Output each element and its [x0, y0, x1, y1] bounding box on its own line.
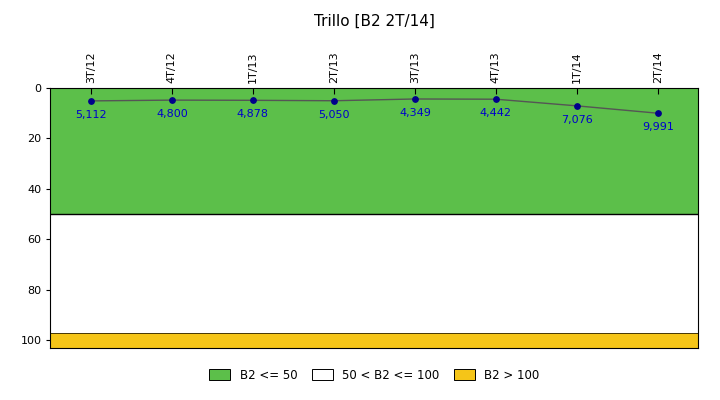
Text: 5,050: 5,050 — [318, 110, 350, 120]
Point — [85, 98, 96, 104]
Legend: B2 <= 50, 50 < B2 <= 100, B2 > 100: B2 <= 50, 50 < B2 <= 100, B2 > 100 — [204, 364, 544, 386]
Text: 5,112: 5,112 — [75, 110, 107, 120]
Text: 7,076: 7,076 — [561, 115, 593, 125]
Point — [247, 97, 258, 104]
Point — [652, 110, 664, 116]
Bar — [50, 88, 698, 214]
Text: 4,878: 4,878 — [237, 109, 269, 119]
Title: Trillo [B2 2T/14]: Trillo [B2 2T/14] — [314, 14, 435, 28]
Text: 4,442: 4,442 — [480, 108, 512, 118]
Bar — [50, 333, 698, 348]
Text: 4,800: 4,800 — [156, 109, 188, 119]
Point — [409, 96, 420, 102]
Point — [571, 103, 582, 109]
Point — [328, 98, 340, 104]
Text: 4,349: 4,349 — [399, 108, 431, 118]
Text: 9,991: 9,991 — [642, 122, 674, 132]
Point — [490, 96, 502, 102]
Bar — [50, 214, 698, 333]
Point — [166, 97, 178, 103]
